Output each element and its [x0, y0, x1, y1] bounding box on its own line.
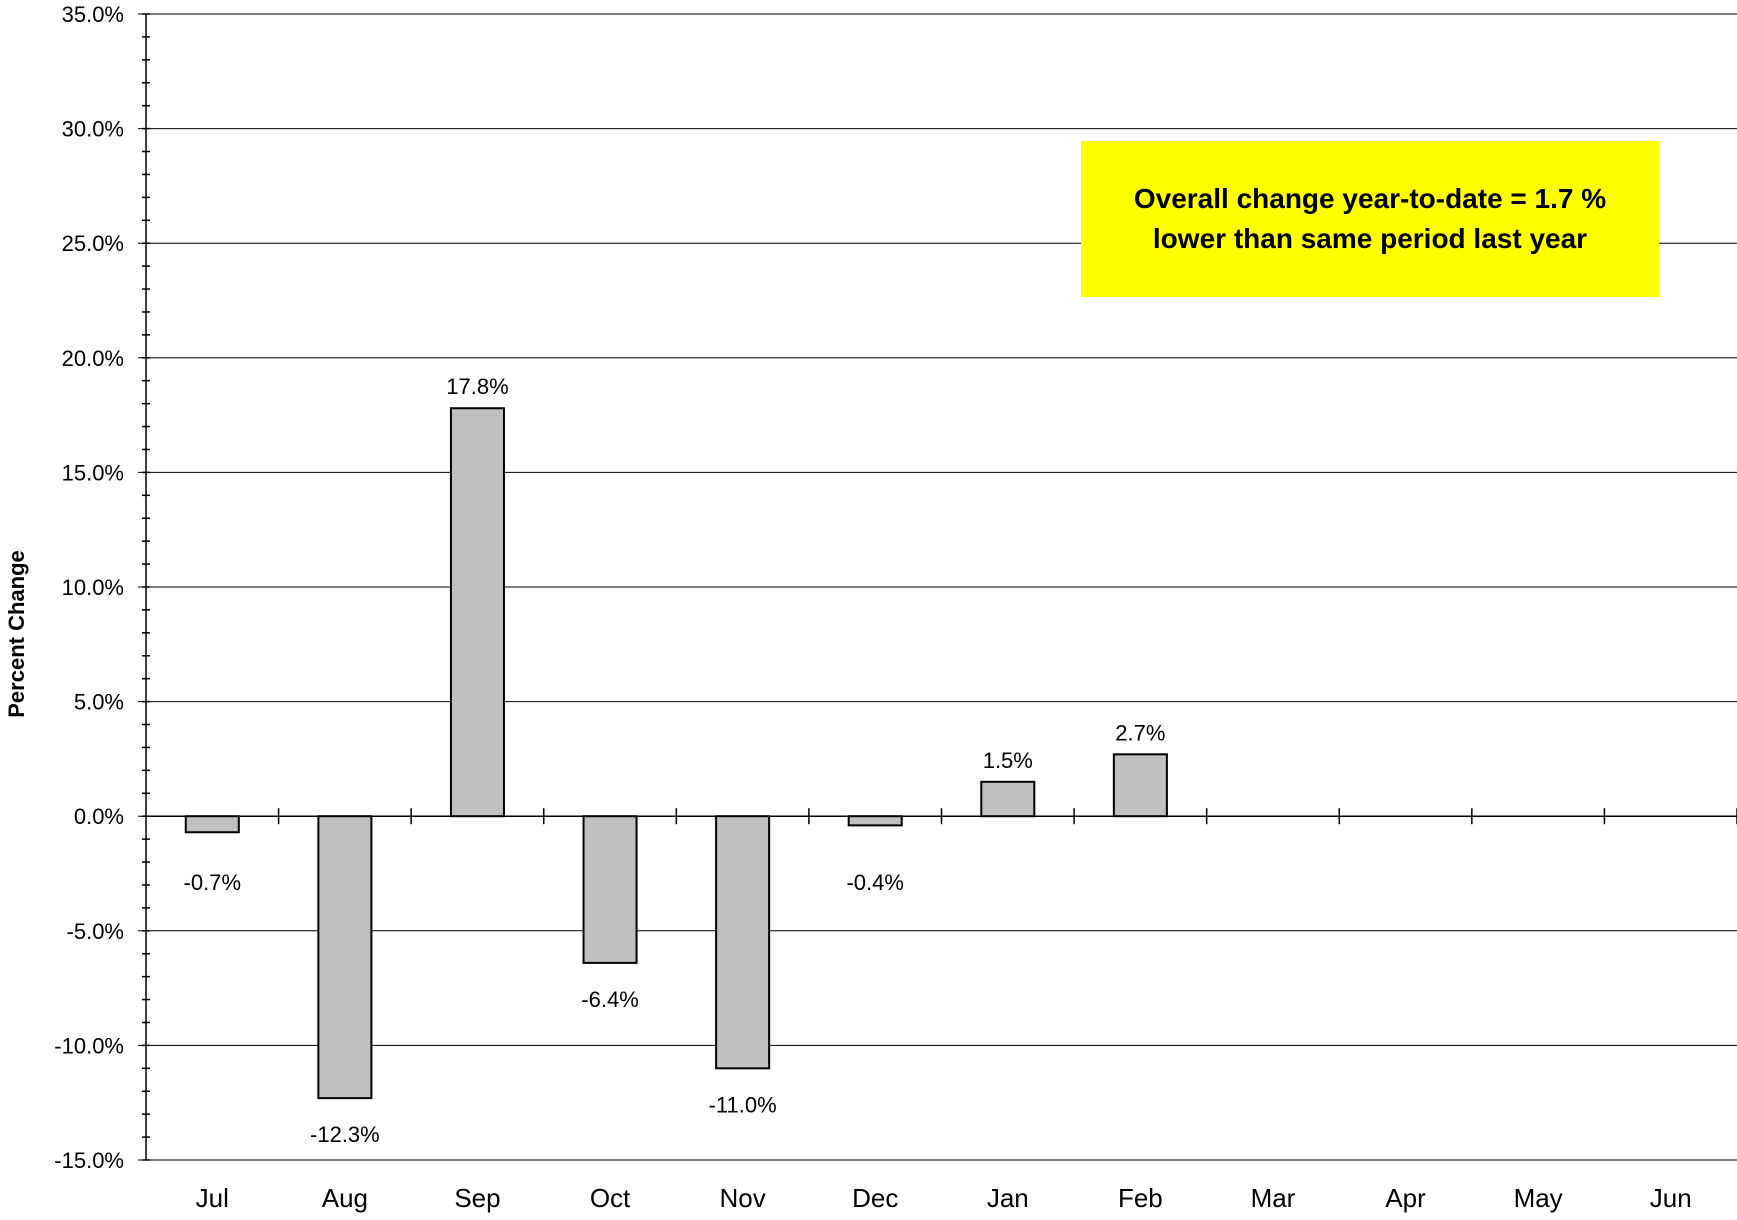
- y-tick-label: 10.0%: [62, 575, 124, 600]
- y-tick-label: 20.0%: [62, 346, 124, 371]
- ytd-summary-box: Overall change year-to-date = 1.7 % lowe…: [1081, 141, 1659, 297]
- x-category-label: Nov: [720, 1183, 766, 1213]
- data-label: -0.4%: [846, 870, 903, 895]
- bar: [1112, 753, 1168, 818]
- data-label: 2.7%: [1115, 720, 1165, 745]
- data-label: -11.0%: [709, 1092, 777, 1117]
- x-category-label: Sep: [454, 1183, 500, 1213]
- ytd-summary-line-2: lower than same period last year: [1152, 223, 1588, 254]
- y-tick-label: 25.0%: [62, 231, 124, 256]
- y-axis-label: Percent Change: [4, 550, 29, 718]
- gridlines: [138, 13, 1737, 1161]
- axes: [142, 13, 1737, 1161]
- y-tick-label: 5.0%: [74, 690, 124, 715]
- x-category-label: May: [1514, 1183, 1563, 1213]
- x-category-label: Oct: [590, 1183, 631, 1213]
- x-category-label: Mar: [1251, 1183, 1296, 1213]
- bar: [317, 815, 373, 1100]
- y-tick-label: -5.0%: [67, 919, 124, 944]
- data-label: -12.3%: [310, 1122, 380, 1147]
- x-category-label: Apr: [1385, 1183, 1426, 1213]
- bar: [449, 407, 505, 818]
- data-label: -0.7%: [184, 870, 241, 895]
- bar: [715, 815, 771, 1070]
- data-label: 17.8%: [446, 374, 508, 399]
- bar: [582, 815, 638, 964]
- data-label: 1.5%: [983, 748, 1033, 773]
- bar: [980, 780, 1036, 818]
- y-tick-label: 35.0%: [62, 2, 124, 27]
- x-category-labels: Jul Aug Sep Oct Nov Dec Jan Feb Mar Apr May Jun: [196, 1183, 1692, 1213]
- data-labels: -0.7% -12.3% 17.8% -6.4% -11.0% -0.4% 1.5% 2.7%: [184, 374, 1166, 1147]
- data-label: -6.4%: [581, 987, 638, 1012]
- x-category-label: Feb: [1118, 1183, 1163, 1213]
- ytd-summary-line-1: Overall change year-to-date = 1.7 %: [1133, 183, 1607, 214]
- y-tick-labels: 35.0% 30.0% 25.0% 20.0% 15.0% 10.0% 5.0% 0.0% -5…: [54, 2, 124, 1173]
- y-tick-label: -15.0%: [54, 1148, 124, 1173]
- x-category-label: Dec: [852, 1183, 898, 1213]
- y-tick-label: 30.0%: [62, 117, 124, 142]
- x-category-label: Aug: [322, 1183, 368, 1213]
- x-category-label: Jan: [987, 1183, 1029, 1213]
- bar: [184, 815, 240, 834]
- bar: [847, 815, 903, 827]
- bars: [184, 407, 1168, 1100]
- y-tick-label: -10.0%: [54, 1033, 124, 1058]
- x-category-label: Jul: [196, 1183, 229, 1213]
- x-category-label: Jun: [1650, 1183, 1692, 1213]
- y-tick-label: 0.0%: [74, 804, 124, 829]
- y-tick-label: 15.0%: [62, 460, 124, 485]
